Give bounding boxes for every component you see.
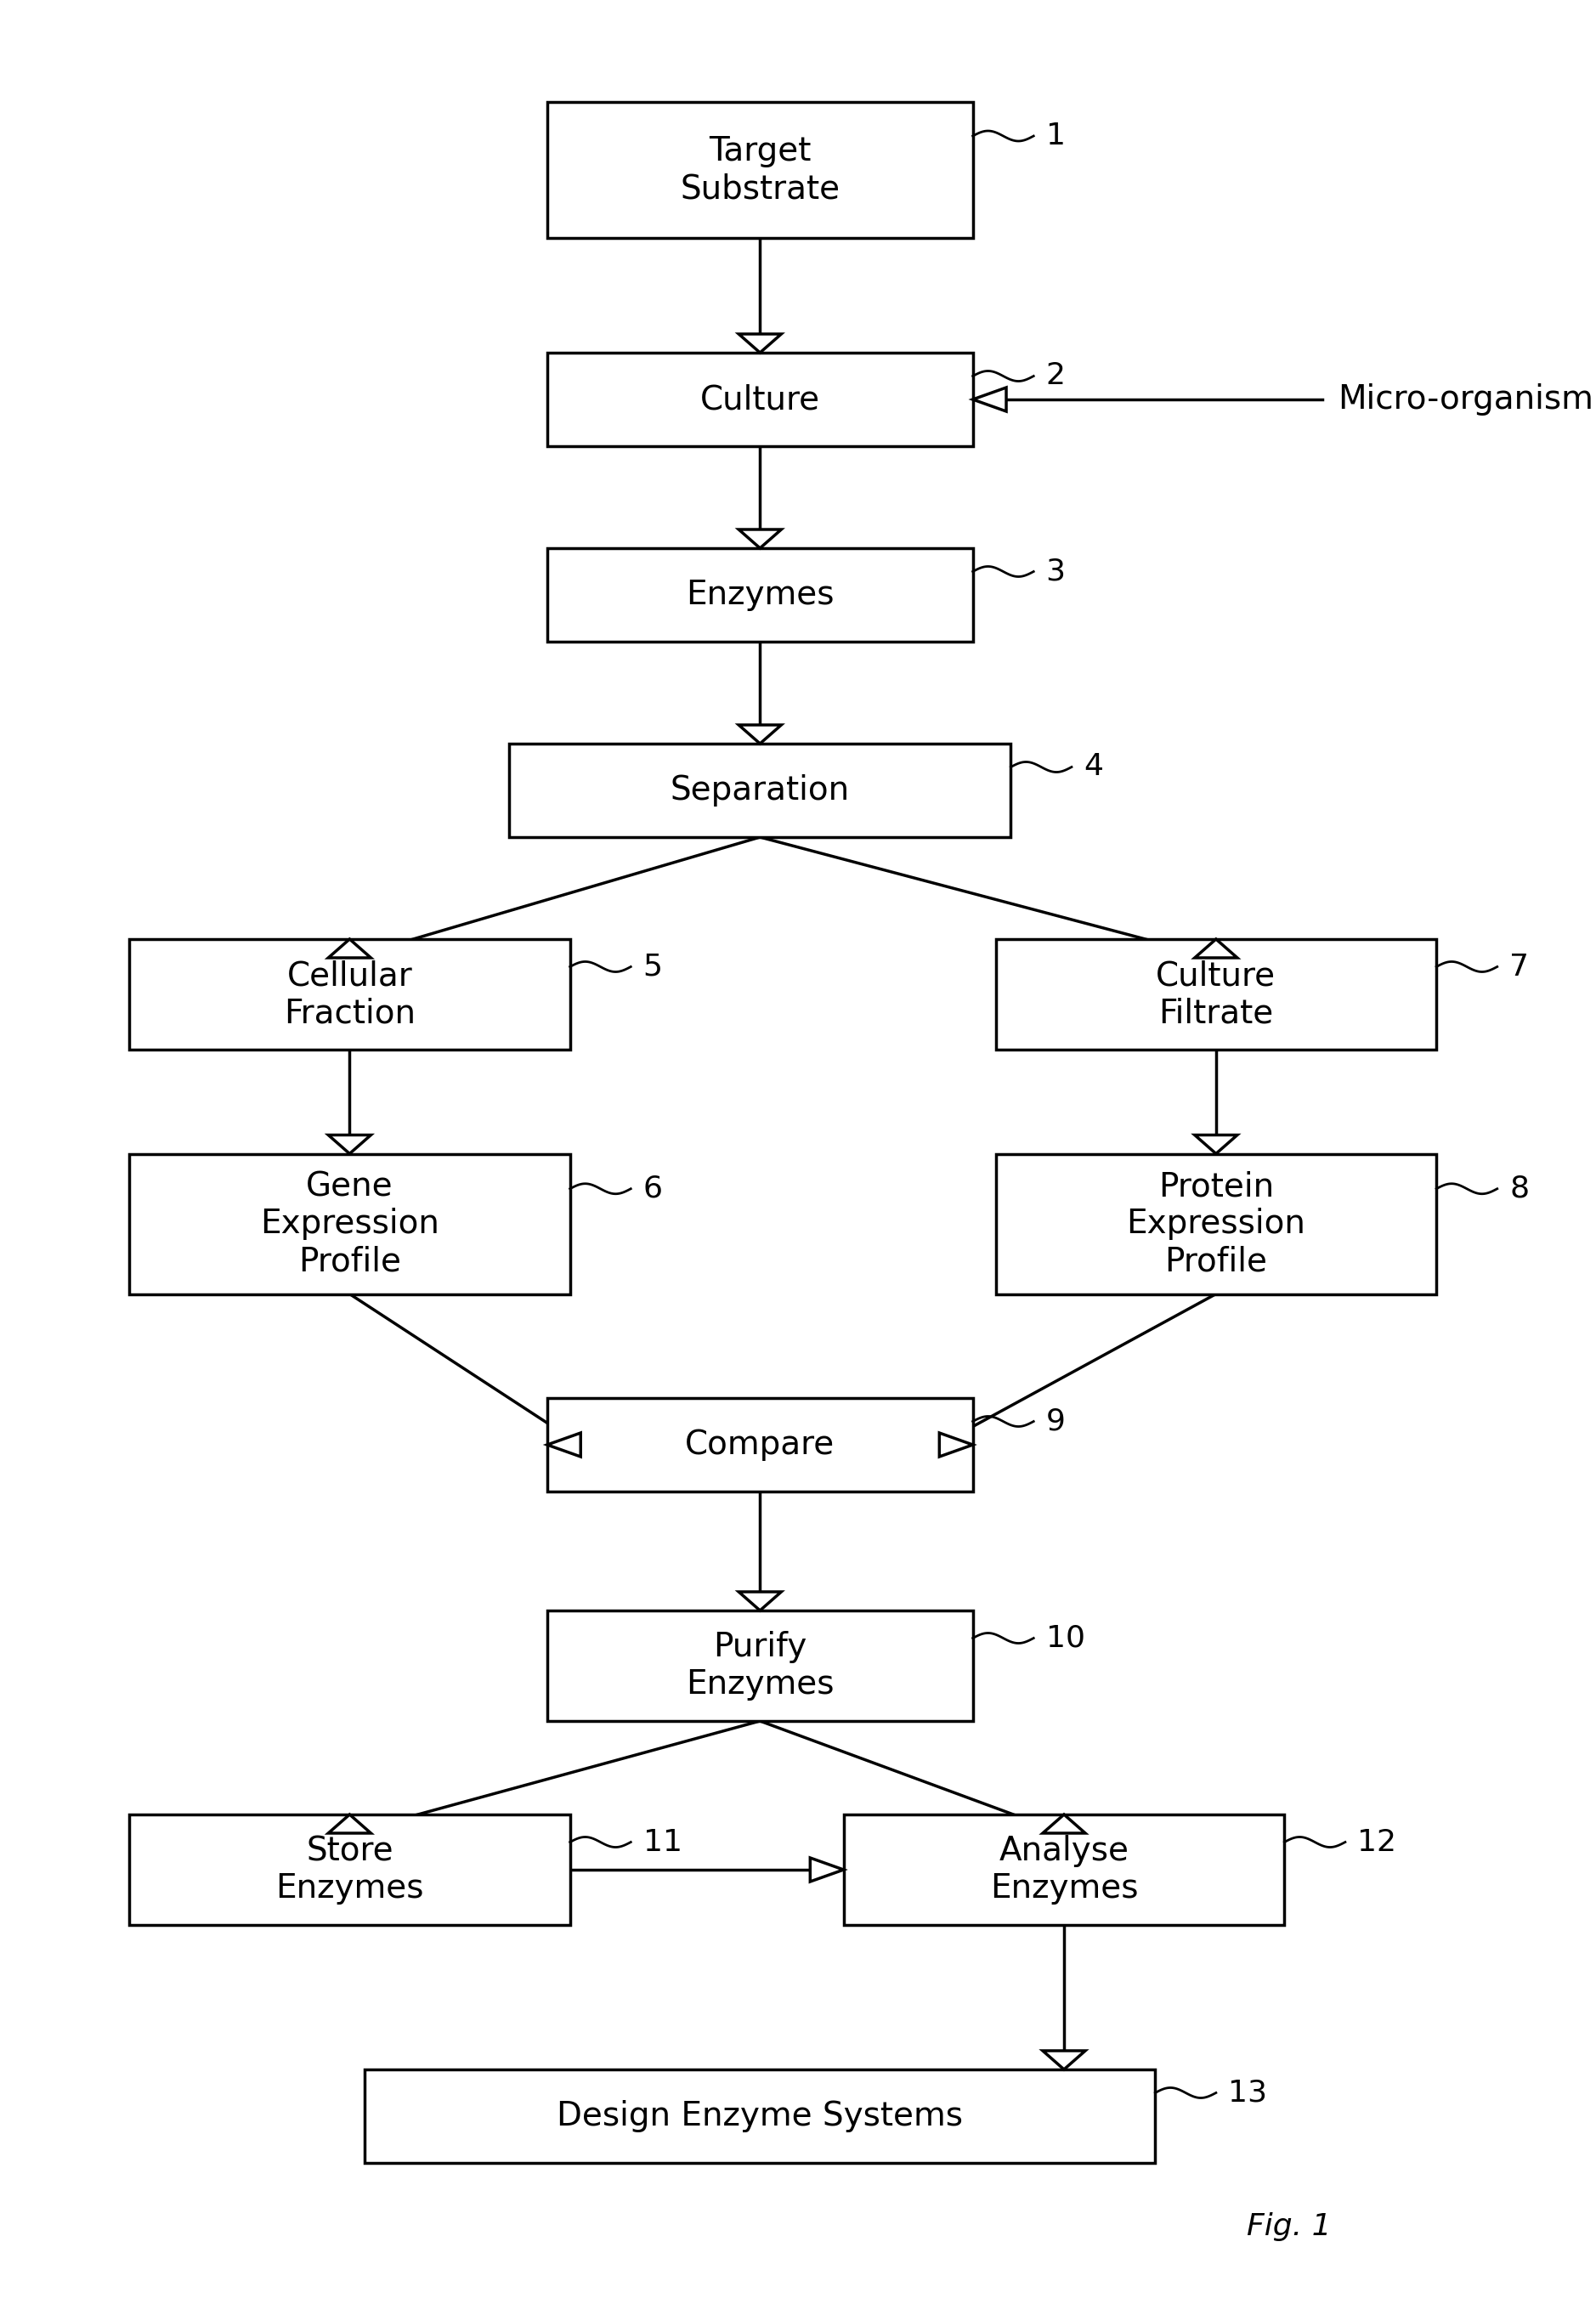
- Bar: [365, 2069, 1156, 2163]
- Polygon shape: [739, 334, 782, 353]
- Text: 6: 6: [643, 1175, 662, 1203]
- Polygon shape: [739, 726, 782, 744]
- Text: 2: 2: [1045, 362, 1065, 389]
- Text: Design Enzyme Systems: Design Enzyme Systems: [557, 2099, 962, 2131]
- Bar: [844, 1816, 1285, 1924]
- Polygon shape: [547, 1433, 581, 1456]
- Text: Purify
Enzymes: Purify Enzymes: [686, 1631, 835, 1700]
- Text: 10: 10: [1045, 1624, 1085, 1652]
- Bar: [547, 548, 974, 641]
- Bar: [547, 1610, 974, 1721]
- Text: 3: 3: [1045, 558, 1065, 585]
- Polygon shape: [1195, 1136, 1237, 1154]
- Text: Cellular
Fraction: Cellular Fraction: [284, 958, 415, 1030]
- Text: Micro-organism: Micro-organism: [1337, 382, 1593, 415]
- Text: 13: 13: [1229, 2078, 1267, 2108]
- Polygon shape: [329, 1816, 370, 1834]
- Polygon shape: [811, 1857, 844, 1882]
- Text: Culture: Culture: [701, 382, 820, 415]
- Text: Separation: Separation: [670, 774, 849, 806]
- Polygon shape: [940, 1433, 974, 1456]
- Polygon shape: [329, 1136, 370, 1154]
- Bar: [129, 1154, 570, 1295]
- Text: Store
Enzymes: Store Enzymes: [276, 1834, 425, 1905]
- Text: Culture
Filtrate: Culture Filtrate: [1156, 958, 1275, 1030]
- Text: 11: 11: [643, 1827, 681, 1857]
- Bar: [547, 353, 974, 447]
- Text: Gene
Expression
Profile: Gene Expression Profile: [260, 1170, 439, 1276]
- Polygon shape: [739, 530, 782, 548]
- Bar: [129, 1816, 570, 1924]
- Bar: [129, 940, 570, 1051]
- Polygon shape: [329, 940, 370, 958]
- Bar: [509, 744, 1010, 836]
- Text: 8: 8: [1510, 1175, 1529, 1203]
- Text: Analyse
Enzymes: Analyse Enzymes: [990, 1834, 1138, 1905]
- Text: 9: 9: [1045, 1408, 1065, 1435]
- Bar: [996, 1154, 1436, 1295]
- Polygon shape: [1042, 1816, 1085, 1834]
- Polygon shape: [974, 387, 1005, 412]
- Bar: [547, 101, 974, 237]
- Text: Target
Substrate: Target Substrate: [680, 136, 839, 205]
- Text: 5: 5: [643, 952, 662, 982]
- Polygon shape: [1042, 2051, 1085, 2069]
- Text: Protein
Expression
Profile: Protein Expression Profile: [1127, 1170, 1306, 1276]
- Polygon shape: [1195, 940, 1237, 958]
- Text: Fig. 1: Fig. 1: [1246, 2212, 1331, 2242]
- Text: 12: 12: [1357, 1827, 1396, 1857]
- Bar: [547, 1399, 974, 1491]
- Text: 7: 7: [1510, 952, 1529, 982]
- Text: Enzymes: Enzymes: [686, 578, 835, 611]
- Text: 4: 4: [1084, 753, 1103, 781]
- Bar: [996, 940, 1436, 1051]
- Text: Compare: Compare: [685, 1428, 835, 1461]
- Polygon shape: [739, 1592, 782, 1610]
- Text: 1: 1: [1045, 122, 1065, 150]
